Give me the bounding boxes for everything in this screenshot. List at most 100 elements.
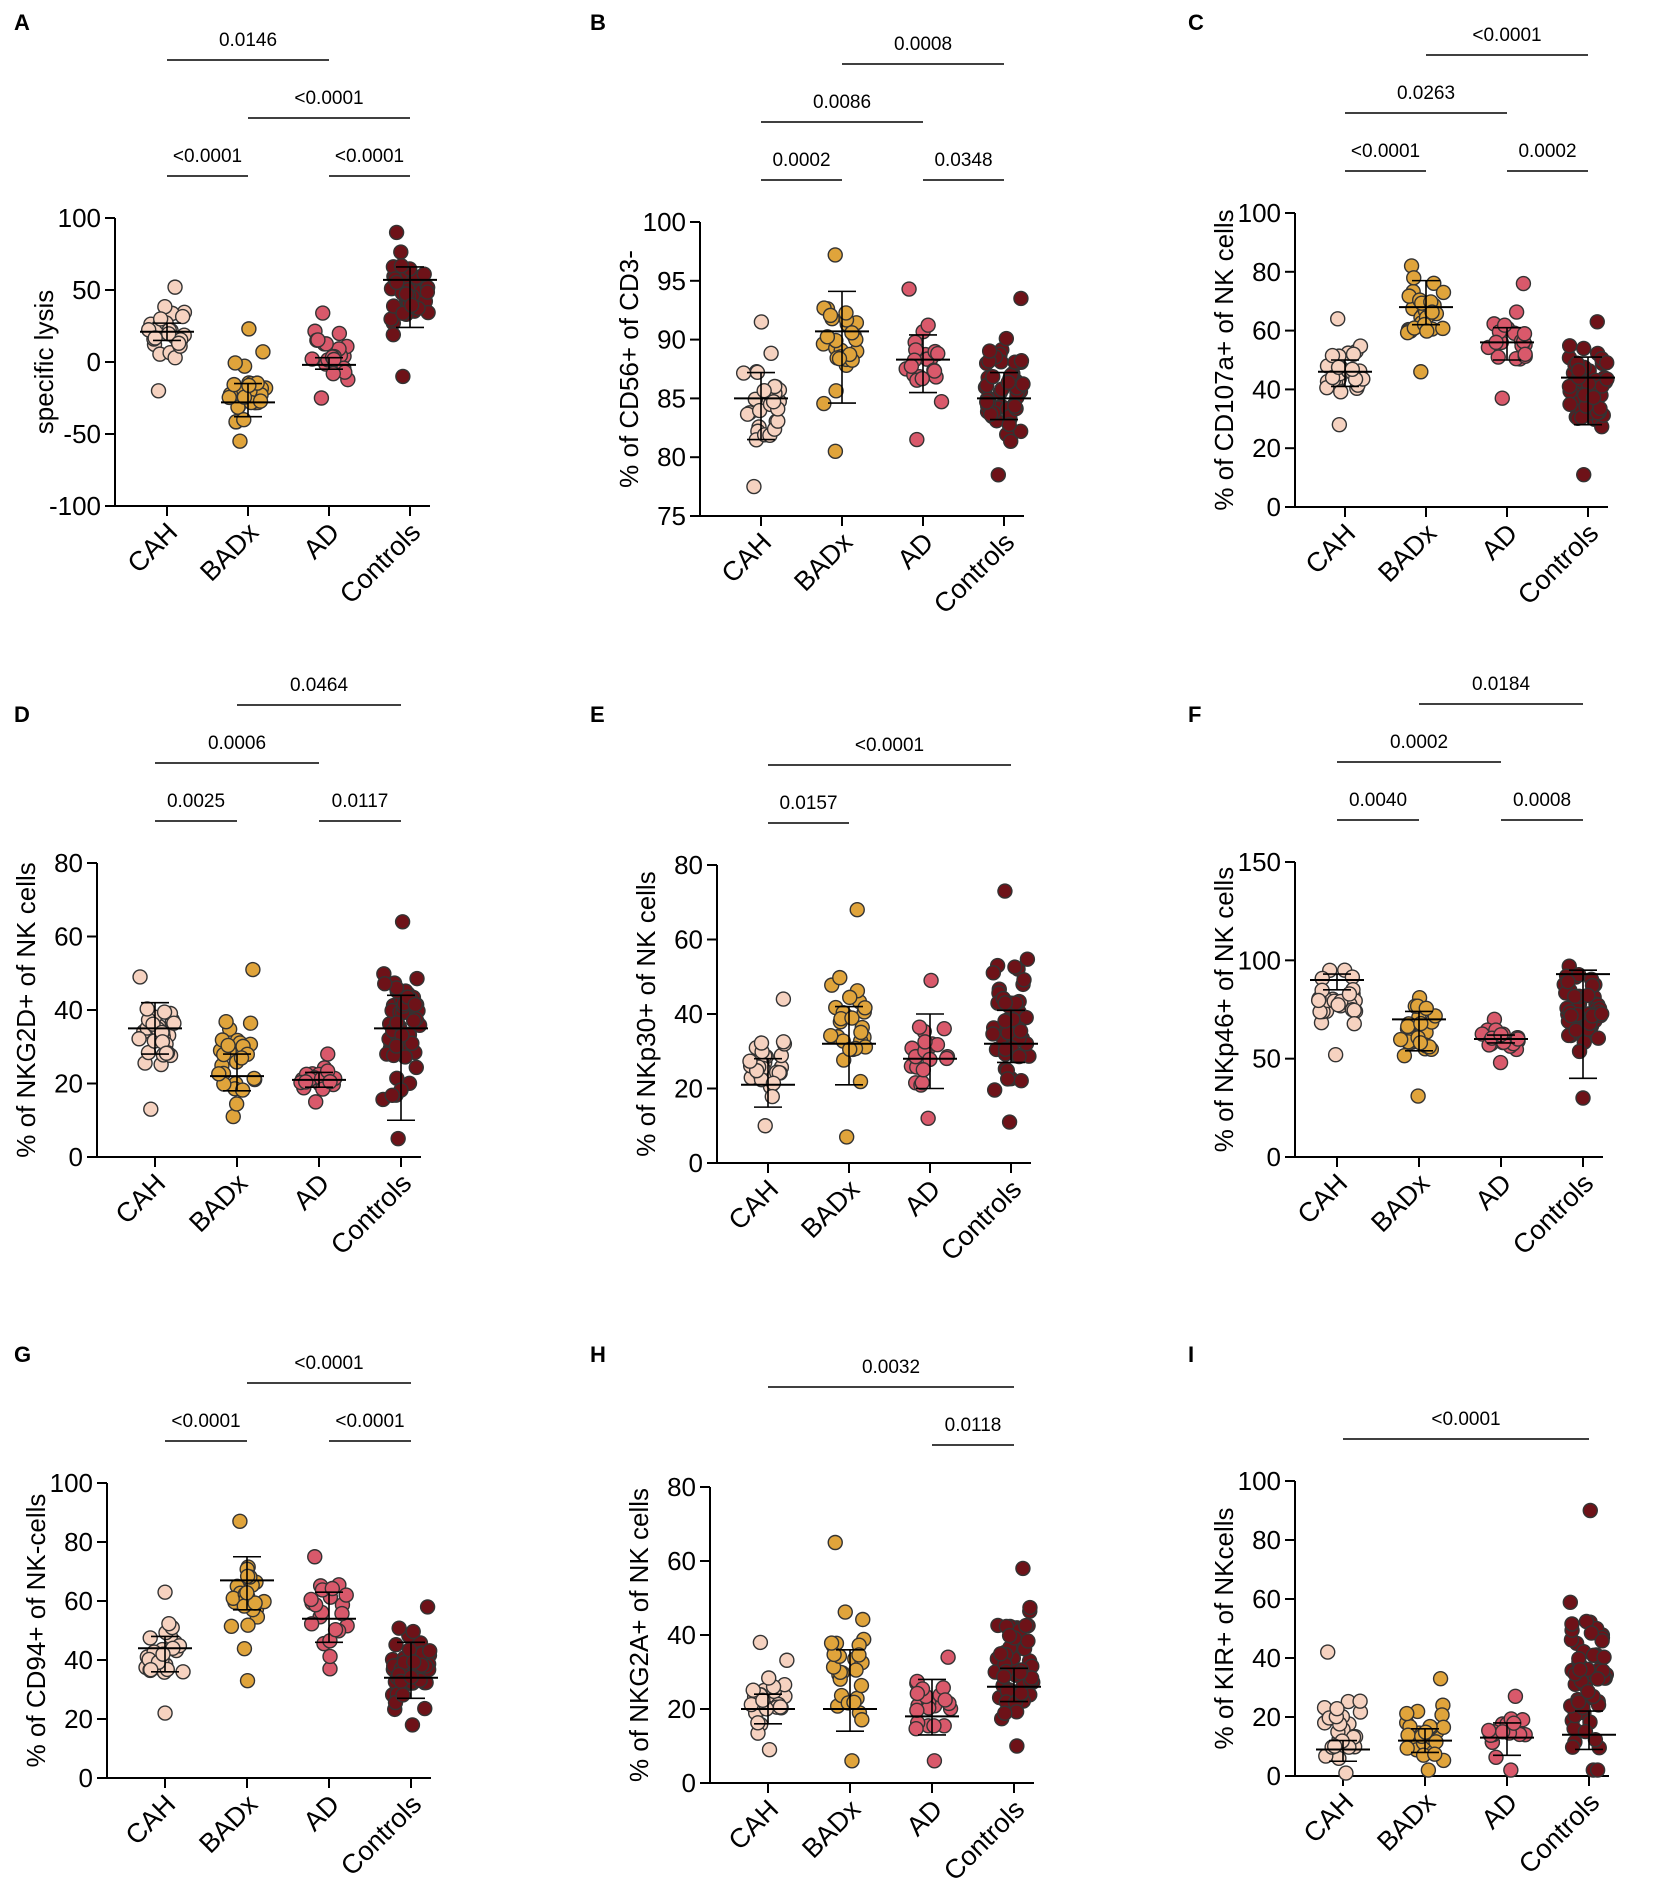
data-point [1338, 1765, 1354, 1781]
p-value-label: 0.0086 [813, 92, 871, 113]
data-point [246, 1070, 262, 1087]
data-point [775, 991, 792, 1007]
panel-b: B 75 80 85 90 95 100 % of CD56+ of CD3- CAH BADx A… [590, 10, 1031, 619]
data-point [252, 393, 269, 409]
panel-i: I 0 20 40 60 80 100 % of KIR+ of NKcells CAH BADx… [1188, 1342, 1616, 1879]
data-point [753, 314, 770, 330]
data-point [746, 478, 762, 495]
x-tick-label-controls: Controls [1507, 1168, 1599, 1260]
y-axis-label: % of CD56+ of CD3- [614, 250, 644, 488]
data-point [857, 1000, 873, 1016]
data-point [933, 394, 950, 410]
data-point [156, 1004, 173, 1020]
data-point [242, 1015, 259, 1031]
data-point [1022, 1599, 1038, 1616]
data-point [832, 969, 848, 986]
x-tick-label-ad: AD [288, 1168, 336, 1216]
data-point [831, 350, 848, 367]
x-tick-label-cah: CAH [120, 1789, 182, 1851]
y-tick-label: 20 [1252, 433, 1281, 463]
data-point [1413, 364, 1429, 380]
data-point [1516, 326, 1533, 342]
data-point [1563, 1007, 1579, 1024]
data-point [1589, 1762, 1606, 1778]
x-tick-label-badx: BADx [795, 1174, 865, 1244]
data-point [232, 433, 248, 449]
p-value-label: 0.0464 [290, 675, 349, 696]
panel-label: D [14, 702, 30, 727]
data-point [909, 431, 925, 448]
x-tick-label-controls: Controls [1512, 518, 1604, 610]
data-point [1015, 1560, 1031, 1577]
data-point [1572, 1662, 1588, 1678]
p-value-label: <0.0001 [1431, 1409, 1500, 1430]
x-tick-label-cah: CAH [1298, 1787, 1360, 1849]
data-point [842, 989, 858, 1006]
data-point [394, 914, 411, 930]
data-point [1419, 323, 1435, 339]
data-point [1427, 1746, 1443, 1762]
p-value-label: 0.0032 [862, 1357, 920, 1378]
y-tick-label: 100 [643, 207, 686, 237]
data-point [997, 995, 1013, 1011]
data-point [844, 325, 860, 341]
x-tick-label-cah: CAH [122, 517, 184, 579]
data-point [1331, 416, 1348, 433]
data-point [143, 1662, 159, 1678]
panel-h: H 0 20 40 60 80 % of NKG2A+ of NK cells CAH BADx… [590, 1342, 1041, 1886]
data-point [327, 1621, 344, 1638]
data-point [940, 1649, 956, 1665]
data-point [1412, 1035, 1429, 1051]
x-tick-label-cah: CAH [723, 1794, 785, 1856]
data-point [1345, 346, 1362, 362]
data-point [1018, 1617, 1034, 1634]
data-point [408, 1059, 424, 1076]
data-point [226, 376, 242, 393]
data-point [1406, 270, 1422, 286]
data-point [245, 961, 261, 978]
y-tick-label: 100 [50, 1468, 93, 1498]
data-point [1571, 1043, 1588, 1060]
data-point [241, 321, 257, 337]
p-value-label: 0.0002 [1518, 141, 1576, 162]
data-point [143, 1101, 159, 1117]
data-point [763, 345, 779, 361]
data-point [1593, 1006, 1610, 1022]
data-point [324, 1580, 341, 1597]
p-value-label: <0.0001 [173, 146, 242, 167]
data-point [827, 247, 843, 263]
y-tick-label: 40 [54, 995, 83, 1025]
data-point [405, 1623, 421, 1640]
data-point [936, 1020, 952, 1037]
x-tick-label-ad: AD [298, 1789, 346, 1837]
data-point [395, 368, 411, 385]
data-point [409, 970, 425, 987]
y-tick-label: 0 [1267, 1142, 1281, 1172]
data-point [1020, 1633, 1036, 1649]
data-point [377, 975, 393, 992]
data-point [416, 266, 432, 282]
data-point [384, 1087, 400, 1103]
data-point [1015, 376, 1031, 392]
p-value-label: <0.0001 [855, 735, 924, 756]
data-point [404, 1035, 420, 1052]
data-point [174, 308, 191, 325]
data-point [147, 330, 163, 346]
data-point [157, 1584, 173, 1600]
y-tick-label: 100 [1238, 198, 1281, 228]
data-point [1560, 974, 1576, 990]
data-point [1001, 416, 1017, 433]
panel-label: A [14, 10, 30, 35]
data-point [926, 1753, 943, 1769]
data-point [1568, 1022, 1584, 1039]
data-point [385, 326, 402, 343]
data-point [1517, 346, 1533, 362]
x-tick-label-cah: CAH [723, 1174, 785, 1236]
data-point [1562, 1594, 1579, 1611]
y-tick-label: 20 [54, 1069, 83, 1099]
data-point [992, 1646, 1009, 1662]
data-point [419, 284, 436, 300]
x-tick-label-ad: AD [1476, 518, 1524, 566]
data-point [1589, 314, 1605, 330]
x-tick-label-controls: Controls [334, 517, 426, 609]
